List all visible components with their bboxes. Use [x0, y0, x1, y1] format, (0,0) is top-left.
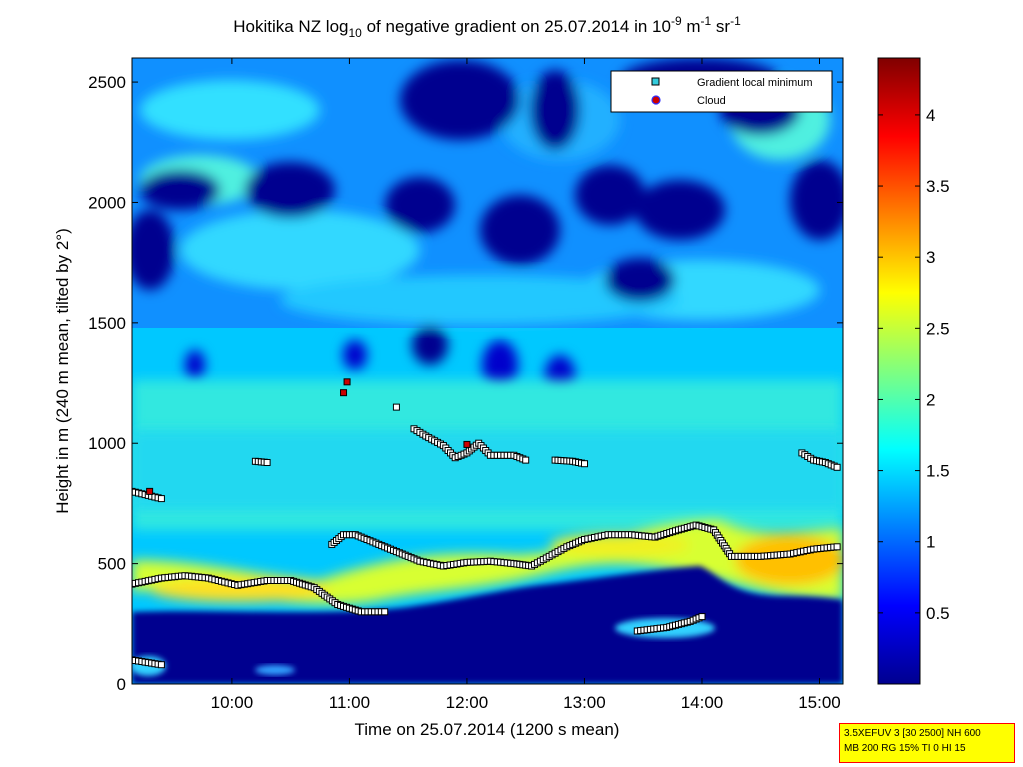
cloud-marker [340, 389, 348, 397]
legend: Gradient local minimum Cloud [610, 70, 833, 113]
cb-tick-label-2: 1.5 [926, 462, 950, 481]
cb-tick-label-0: 0.5 [926, 604, 950, 623]
legend-box [610, 70, 833, 113]
legend-marker-square [651, 77, 660, 86]
gradient-min-marker [157, 661, 165, 669]
x-tick-label-2: 12:00 [446, 693, 489, 712]
x-axis: 10:00 11:00 12:00 13:00 14:00 15:00 [211, 58, 841, 712]
cb-tick-label-6: 3.5 [926, 177, 950, 196]
x-tick-label-0: 10:00 [211, 693, 254, 712]
legend-marker-circle [651, 95, 661, 105]
cb-tick-label-3: 2 [926, 390, 935, 409]
y-tick-label-1: 500 [98, 555, 126, 574]
x-tick-label-3: 13:00 [563, 693, 606, 712]
x-tick-label-4: 14:00 [681, 693, 724, 712]
x-axis-label: Time on 25.07.2014 (1200 s mean) [355, 720, 620, 739]
gradient-min-marker [698, 613, 706, 621]
x-tick-label-5: 15:00 [798, 693, 841, 712]
chart-title: Hokitika NZ log10 of negative gradient o… [233, 14, 741, 40]
y-axis-label: Height in m (240 m mean, tilted by 2°) [53, 228, 72, 514]
legend-label-gradient: Gradient local minimum [697, 77, 813, 89]
info-box: 3.5XEFUV 3 [30 2500] NH 600 MB 200 RG 15… [839, 723, 1015, 763]
gradient-min-marker [381, 608, 389, 616]
cloud-marker [146, 487, 154, 495]
y-tick-label-5: 2500 [88, 73, 126, 92]
y-tick-label-4: 2000 [88, 193, 126, 212]
colorbar-ticks: 0.5 1 1.5 2 2.5 3 3.5 4 [878, 106, 950, 623]
cloud-marker [343, 378, 351, 386]
cb-tick-label-5: 3 [926, 248, 935, 267]
plot-frame [131, 57, 844, 685]
gradient-min-marker [392, 403, 400, 411]
info-line-2: MB 200 RG 15% TI 0 HI 15 [844, 743, 966, 754]
y-axis: 0 500 1000 1500 2000 2500 [88, 73, 843, 694]
gradient-min-marker [263, 459, 271, 466]
cloud-markers [146, 378, 471, 495]
y-tick-label-0: 0 [117, 675, 126, 694]
y-tick-label-2: 1000 [88, 434, 126, 453]
gradient-min-marker [833, 463, 841, 471]
heatmap-field [132, 58, 843, 684]
colorbar [877, 57, 921, 685]
cb-tick-label-1: 1 [926, 533, 935, 552]
cloud-marker [463, 440, 471, 448]
info-line-1: 3.5XEFUV 3 [30 2500] NH 600 [844, 728, 981, 739]
gradient-minimum-markers [132, 403, 841, 669]
gradient-min-marker [157, 495, 165, 503]
y-tick-label-3: 1500 [88, 314, 126, 333]
cb-tick-label-7: 4 [926, 106, 935, 125]
gradient-min-marker [581, 460, 588, 468]
gradient-min-marker [833, 543, 841, 551]
x-tick-label-1: 11:00 [329, 693, 370, 712]
gradient-min-marker [522, 456, 530, 464]
legend-label-cloud: Cloud [697, 95, 726, 107]
cb-tick-label-4: 2.5 [926, 319, 950, 338]
